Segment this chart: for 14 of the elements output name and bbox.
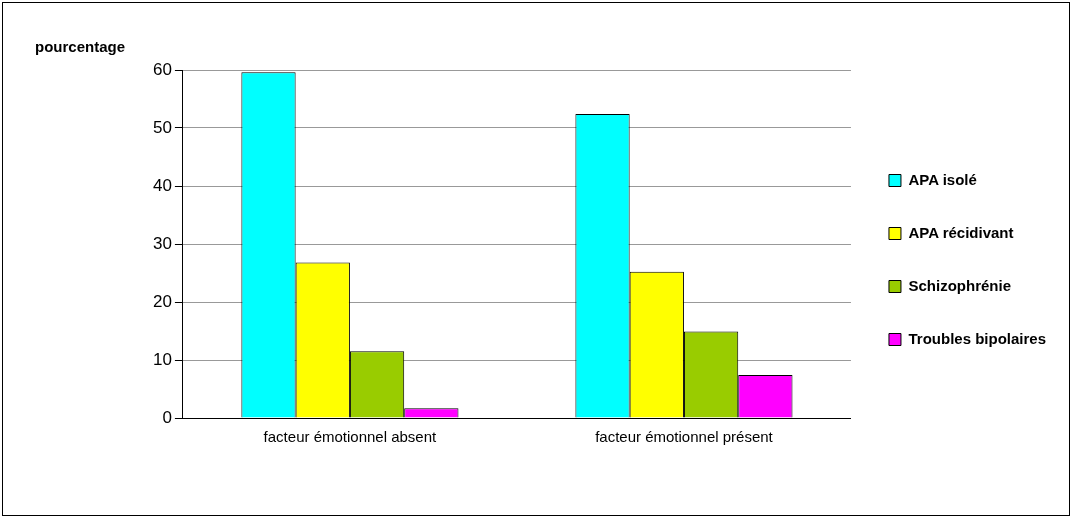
y-tick-label: 60	[152, 59, 172, 79]
legend-label: APA récidivant	[908, 223, 1014, 241]
y-tick-label: 40	[152, 175, 172, 195]
y-tick-label: 0	[162, 407, 172, 427]
x-tick-label: facteur émotionnel absent	[263, 428, 438, 446]
y-axis-title: pourcentage	[35, 37, 126, 55]
y-tick-label: 30	[152, 233, 172, 253]
y-tick-label: 10	[152, 349, 172, 369]
x-tick-label: facteur émotionnel présent	[595, 428, 774, 446]
legend-label: Troubles bipolaires	[908, 329, 1047, 347]
y-tick-label: 20	[152, 291, 172, 311]
legend-label: APA isolé	[908, 170, 977, 188]
legend-label: Schizophrénie	[908, 276, 1011, 294]
y-tick-label: 50	[152, 117, 172, 137]
